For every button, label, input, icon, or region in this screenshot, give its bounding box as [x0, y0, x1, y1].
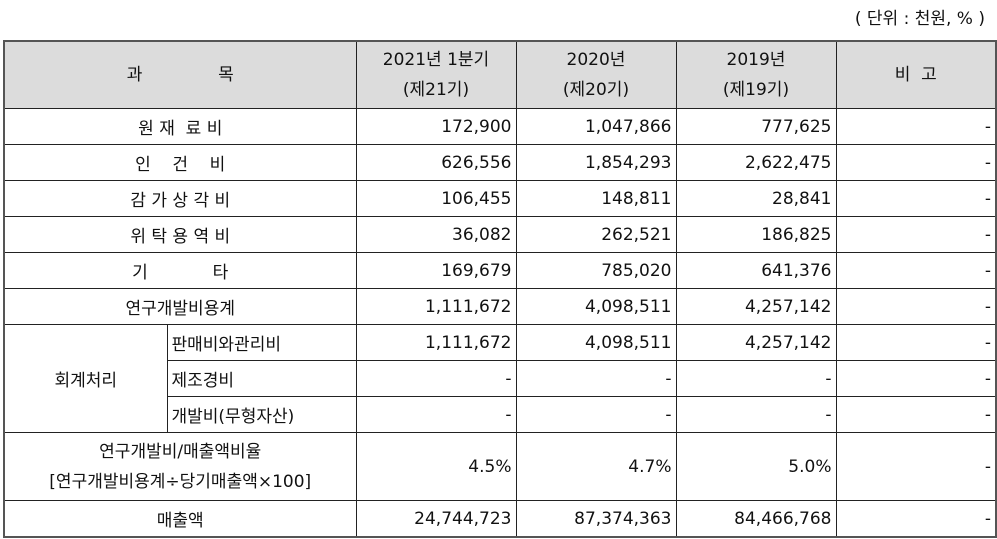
table-row: 원 재 료 비 172,900 1,047,866 777,625-: [3, 108, 997, 145]
cell: 1,047,866: [515, 108, 677, 145]
cell-note: -: [835, 180, 997, 217]
header-note: 비 고: [835, 40, 997, 109]
header-2020-l2: (제20기): [562, 80, 630, 100]
table-row: 제조경비 - - - -: [4, 360, 997, 397]
row-label: 원 재 료 비: [3, 108, 357, 145]
header-note-text: 비 고: [894, 65, 937, 85]
cell: 1,111,672: [355, 288, 517, 325]
header-2019: 2019년 (제19기): [675, 40, 837, 109]
cell: 626,556: [355, 144, 517, 181]
cell: -: [515, 360, 677, 397]
row-label: 인 건 비: [3, 144, 357, 181]
cell-note: -: [835, 144, 997, 181]
cell: 1,854,293: [515, 144, 677, 181]
table-row: 회계처리 판매비와관리비 1,111,672 4,098,511 4,257,1…: [3, 324, 997, 433]
cell-note: -: [835, 396, 997, 433]
cell: -: [675, 360, 837, 397]
cell: -: [515, 396, 677, 433]
table-row: 기 타 169,679 785,020 641,376-: [3, 252, 997, 289]
ratio-label: 연구개발비/매출액비율 [연구개발비용계÷당기매출액×100]: [3, 432, 357, 501]
cell: 4,257,142: [675, 324, 837, 361]
header-item: 과 목: [3, 40, 357, 109]
table-row: 감 가 상 각 비 106,455 148,811 28,841-: [3, 180, 997, 217]
row-label: 매출액: [3, 500, 357, 538]
cell-note: -: [835, 432, 997, 501]
cell: 777,625: [675, 108, 837, 145]
row-label: 연구개발비용계: [3, 288, 357, 325]
cell: 641,376: [675, 252, 837, 289]
cell: 36,082: [355, 216, 517, 253]
cell: 2,622,475: [675, 144, 837, 181]
cell-note: -: [835, 216, 997, 253]
header-row: 과 목 2021년 1분기 (제21기) 2020년 (제20기) 2019년 (제1…: [3, 40, 997, 109]
row-label: 위 탁 용 역 비: [3, 216, 357, 253]
cell: -: [355, 360, 517, 397]
row-label: 감 가 상 각 비: [3, 180, 357, 217]
row-label: 판매비와관리비: [166, 324, 357, 361]
cell: -: [355, 396, 517, 433]
cell: 169,679: [355, 252, 517, 289]
cell-note: -: [835, 108, 997, 145]
unit-note: ( 단위 : 천원, % ): [854, 9, 985, 29]
header-2019-l2: (제19기): [722, 80, 790, 100]
row-label: 제조경비: [166, 360, 357, 397]
header-2021q1: 2021년 1분기 (제21기): [355, 40, 517, 109]
table-row: 위 탁 용 역 비 36,082 262,521 186,825-: [3, 216, 997, 253]
cell: 148,811: [515, 180, 677, 217]
cell: 172,900: [355, 108, 517, 145]
header-item-text: 과 목: [126, 65, 234, 85]
sales-row: 매출액 24,744,723 87,374,363 84,466,768 -: [3, 500, 997, 538]
cell: 785,020: [515, 252, 677, 289]
cell: 24,744,723: [355, 500, 517, 538]
row-label: 개발비(무형자산): [166, 396, 357, 433]
header-2020-l1: 2020년: [566, 50, 626, 70]
ratio-row: 연구개발비/매출액비율 [연구개발비용계÷당기매출액×100] 4.5% 4.7…: [3, 432, 997, 501]
cell: 84,466,768: [675, 500, 837, 538]
cell-note: -: [835, 288, 997, 325]
rd-expense-table: 과 목 2021년 1분기 (제21기) 2020년 (제20기) 2019년 (제1…: [3, 40, 997, 538]
cell: -: [675, 396, 837, 433]
cell: 106,455: [355, 180, 517, 217]
cell: 28,841: [675, 180, 837, 217]
cell: 87,374,363: [515, 500, 677, 538]
cell-note: -: [835, 324, 997, 361]
table-row: 연구개발비용계 1,111,672 4,098,511 4,257,142-: [3, 288, 997, 325]
cell: 4.7%: [515, 432, 677, 501]
cell: 262,521: [515, 216, 677, 253]
table-row: 인 건 비 626,556 1,854,293 2,622,475-: [3, 144, 997, 181]
header-2019-l1: 2019년: [726, 50, 786, 70]
cell-note: -: [835, 500, 997, 538]
cell-note: -: [835, 252, 997, 289]
header-2021q1-l2: (제21기): [402, 80, 470, 100]
cell: 4,098,511: [515, 324, 677, 361]
cell: 1,111,672: [355, 324, 517, 361]
header-2020: 2020년 (제20기): [515, 40, 677, 109]
cell: 4,257,142: [675, 288, 837, 325]
ratio-label-l2: [연구개발비용계÷당기매출액×100]: [49, 471, 312, 492]
ratio-label-l1: 연구개발비/매출액비율: [99, 441, 262, 462]
accounting-label: 회계처리: [3, 324, 168, 433]
cell: 186,825: [675, 216, 837, 253]
cell: 4,098,511: [515, 288, 677, 325]
cell: 4.5%: [355, 432, 517, 501]
table-row: 개발비(무형자산) - - - -: [4, 396, 997, 433]
cell-note: -: [835, 360, 997, 397]
cell: 5.0%: [675, 432, 837, 501]
row-label: 기 타: [3, 252, 357, 289]
header-2021q1-l1: 2021년 1분기: [382, 50, 490, 70]
